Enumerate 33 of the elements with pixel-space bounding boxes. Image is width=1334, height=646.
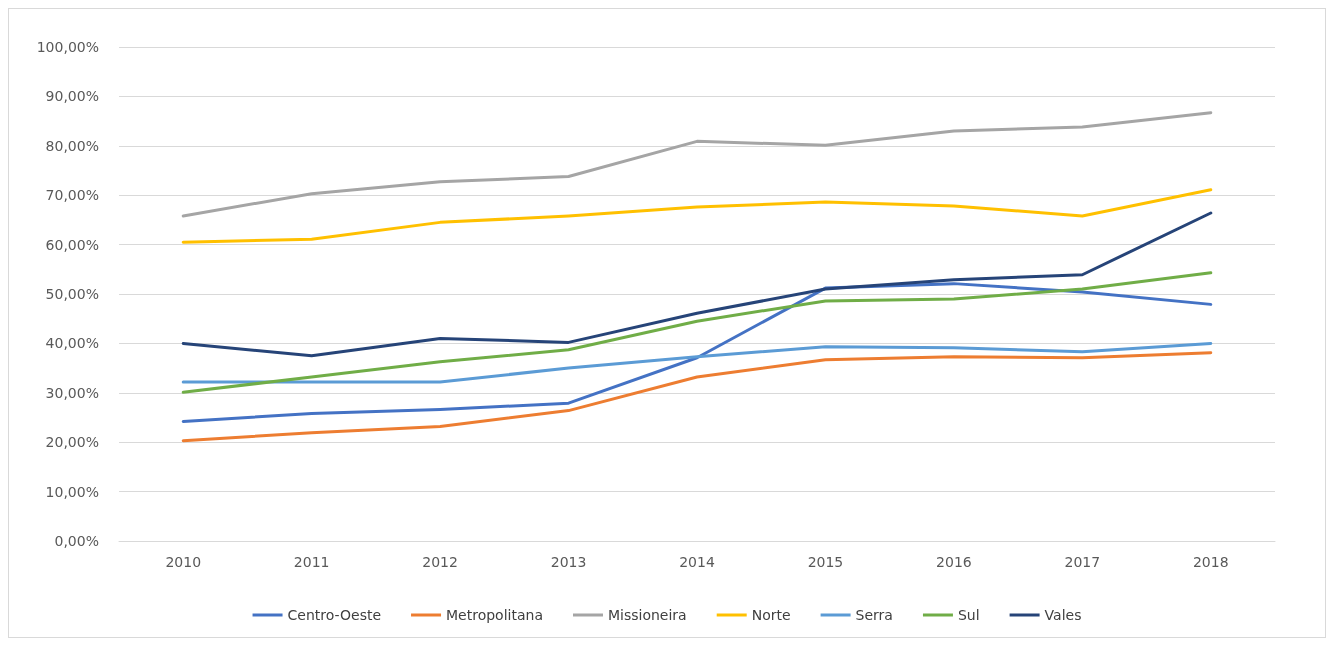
legend-label: Serra xyxy=(855,607,893,623)
x-tick-label: 2013 xyxy=(550,554,587,570)
line-series xyxy=(181,341,1213,384)
x-tick-label: 2012 xyxy=(422,554,458,570)
legend-label: Missioneira xyxy=(607,607,687,623)
line-series xyxy=(181,211,1213,358)
y-tick-label: 50,00% xyxy=(45,286,99,302)
y-tick-label: 30,00% xyxy=(45,384,99,401)
x-tick-label: 2015 xyxy=(807,554,844,570)
y-tick-label: 80,00% xyxy=(45,137,99,154)
x-tick-label: 2017 xyxy=(1064,554,1101,570)
y-tick-label: 10,00% xyxy=(45,483,99,500)
y-tick-label: 100,00% xyxy=(36,39,99,55)
legend-label: Metropolitana xyxy=(446,607,543,623)
legend-label: Vales xyxy=(1044,607,1082,623)
y-tick-label: 40,00% xyxy=(45,335,99,352)
legend-label: Norte xyxy=(751,607,791,623)
y-tick-label: 0,00% xyxy=(54,533,99,549)
x-tick-label: 2014 xyxy=(679,554,715,570)
line-series xyxy=(181,351,1213,443)
x-tick-label: 2010 xyxy=(165,554,202,570)
line-series xyxy=(181,111,1213,218)
line-series xyxy=(181,271,1213,394)
x-tick-label: 2011 xyxy=(293,554,330,570)
y-tick-label: 60,00% xyxy=(45,236,99,253)
legend-label: Centro-Oeste xyxy=(287,607,382,623)
y-tick-label: 70,00% xyxy=(45,187,99,204)
legend-label: Sul xyxy=(957,607,980,623)
line-series xyxy=(181,188,1213,244)
y-tick-label: 20,00% xyxy=(45,434,99,451)
x-tick-label: 2018 xyxy=(1192,554,1229,570)
y-tick-label: 90,00% xyxy=(45,88,99,105)
x-tick-label: 2016 xyxy=(936,554,972,570)
